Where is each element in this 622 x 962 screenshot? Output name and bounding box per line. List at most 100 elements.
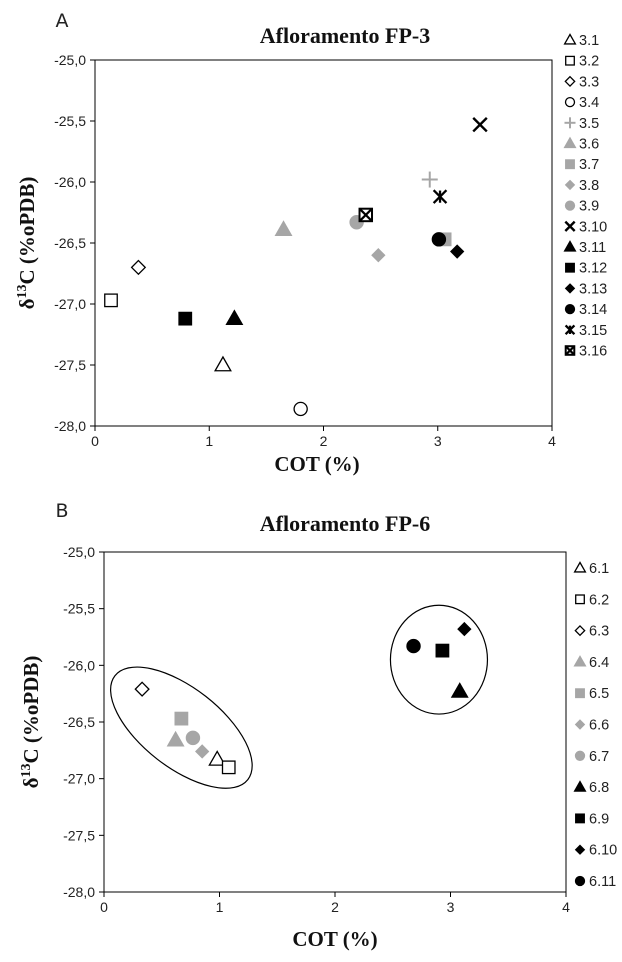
panel-a-point-3-14 [431, 232, 447, 247]
panel-b-y-axis-title: δ13C (%oPDB) [19, 656, 43, 789]
panel-b-legend-marker-6-7-shape [574, 750, 586, 761]
panel-b-y-title-sup: 13 [19, 764, 34, 778]
panel-a-legend-marker-3-5 [564, 117, 576, 129]
panel-a-legend-marker-3-1-shape [563, 33, 577, 45]
panel-a-legend-label: 3.6 [579, 137, 599, 153]
panel-a-x-tick-label: 0 [91, 433, 99, 449]
panel-b-point-6-5-shape [174, 711, 189, 726]
panel-a-y-axis-title: δ13C (%oPDB) [15, 177, 39, 310]
panel-a-point-3-11-shape [225, 309, 244, 326]
panel-b-point-6-2 [221, 760, 236, 775]
panel-a-legend-marker-3-1 [563, 33, 577, 45]
panel-b-legend-marker-6-2-shape [575, 594, 585, 605]
panel-b-legend-marker-6-5-shape [575, 688, 585, 699]
panel-b-legend-marker-6-6-shape [574, 719, 586, 730]
panel-a-legend-marker-3-2 [565, 55, 575, 66]
panel-b-legend-label: 6.1 [589, 561, 609, 577]
panel-a-point-3-10-stroke-b [472, 117, 488, 133]
panel-b-title: Afloramento FP-6 [260, 511, 430, 536]
panel-a-legend-marker-3-10-stroke-b [564, 220, 576, 232]
panel-a-legend-label: 3.2 [579, 54, 599, 70]
panel-a-point-3-3 [130, 259, 147, 276]
panel-b-x-tick-label: 1 [216, 899, 224, 915]
panel-b-point-6-6 [195, 744, 210, 759]
panel-a-point-3-11 [225, 309, 244, 326]
panel-b-cluster-ellipse [109, 666, 253, 789]
panel-a-legend-marker-3-4 [564, 96, 576, 108]
panel-a-y-title-part: C (%oPDB) [15, 177, 39, 285]
panel-a-plot-frame [94, 59, 553, 427]
panel-b-cluster-ellipse [389, 604, 489, 715]
panel-b-legend-marker-6-9 [575, 813, 585, 824]
panel-b-legend-label: 6.4 [589, 655, 609, 671]
panel-b-point-6-1 [208, 750, 227, 766]
panel-a-y-tick-label: -26,5 [54, 235, 86, 251]
panel-a-x-tick-label: 3 [434, 433, 442, 449]
panel-a-point-3-4-shape [293, 401, 308, 417]
panel-a-legend-marker-3-13-shape [564, 283, 576, 294]
panel-a-y-tick-label: -25,0 [54, 52, 86, 68]
panel-a-point-3-1-shape [214, 355, 232, 372]
panel-a-point-3-13-shape [450, 244, 465, 259]
panel-a-y-tick-label: -27,0 [54, 296, 86, 312]
panel-a-legend-marker-3-7 [565, 159, 575, 170]
panel-a-legend-marker-3-10 [564, 220, 576, 232]
panel-b-y-tick-label: -25,5 [63, 601, 95, 617]
panel-b-x-tick-label: 2 [331, 899, 339, 915]
panel-a-point-3-6 [274, 220, 293, 236]
panel-a-x-tick-label: 1 [205, 433, 213, 449]
panel-a-y-tick-label: -28,0 [54, 418, 86, 434]
panel-b-point-6-6-shape [195, 744, 210, 759]
panel-a-legend-marker-3-6 [563, 136, 577, 149]
panel-b-legend-label: 6.8 [589, 780, 609, 796]
panel-a-legend-marker-3-6-shape [563, 136, 577, 149]
panel-b-y-tick-label: -25,0 [63, 544, 95, 560]
panel-a-point-3-12 [178, 311, 193, 326]
panel-b-legend-marker-6-10 [574, 844, 586, 855]
panel-a-legend-label: 3.14 [579, 302, 607, 318]
panel-a-legend-marker-3-16 [564, 345, 576, 356]
panel-a-point-3-14-shape [431, 232, 447, 247]
panel-a-legend-label: 3.15 [579, 323, 607, 339]
panel-b-legend-marker-6-3-shape [574, 625, 586, 637]
panel-a-legend-marker-3-14-shape [564, 303, 576, 315]
panel-b-point-6-5 [174, 711, 189, 726]
panel-a-legend-marker-3-8 [564, 179, 576, 191]
panel-b-point-6-4 [166, 730, 185, 747]
panel-a-y-title-sup: 13 [15, 285, 30, 299]
panel-a-legend-marker-3-2-shape [565, 55, 575, 66]
panel-b-letter: B [55, 500, 68, 522]
panel-b-point-6-11 [406, 638, 421, 654]
panel-b-point-6-11-shape [406, 638, 421, 654]
panel-a-legend-label: 3.11 [579, 240, 606, 256]
panel-a-legend-label: 3.9 [579, 199, 599, 215]
panel-a-point-3-10 [472, 117, 488, 133]
panel-a-point-3-2 [104, 293, 118, 308]
panel-b-x-tick-label: 0 [100, 899, 108, 915]
panel-b-point-6-8-shape [450, 682, 469, 698]
panel-a-legend-label: 3.10 [579, 219, 607, 235]
panel-b-legend-marker-6-10-shape [574, 844, 586, 855]
panel-a-title: Afloramento FP-3 [260, 23, 430, 48]
panel-a-legend-marker-3-13 [564, 283, 576, 294]
panel-a-x-tick-label: 4 [548, 433, 556, 449]
panel-a-point-3-8 [371, 248, 386, 263]
panel-b: B Afloramento FP-6 0 1 2 3 4 -25,0 -25,5 -26,0 -26… [19, 500, 617, 951]
panel-b-y-title-part: δ [19, 777, 43, 788]
panel-b-legend-label: 6.7 [589, 749, 609, 765]
panel-b-point-6-2-shape [221, 760, 236, 775]
panel-b-point-6-4-shape [166, 730, 185, 747]
panel-b-point-6-1-shape [208, 750, 227, 766]
panel-a-legend-marker-3-3-shape [564, 75, 576, 87]
panel-b-point-6-3-shape [134, 681, 150, 697]
panel-a-y-title-part: δ [15, 298, 39, 309]
panel-b-point-6-7 [185, 730, 201, 746]
panel-b-y-tick-label: -28,0 [63, 884, 95, 900]
panel-a-legend-marker-3-14 [564, 303, 576, 315]
panel-b-legend-marker-6-5 [575, 688, 585, 699]
panel-b-legend-marker-6-4-shape [573, 655, 587, 667]
panel-b-legend-label: 6.9 [589, 811, 609, 827]
panel-a-y-tick-label: -27,5 [54, 357, 86, 373]
panel-b-legend-marker-6-8-shape [573, 780, 587, 792]
